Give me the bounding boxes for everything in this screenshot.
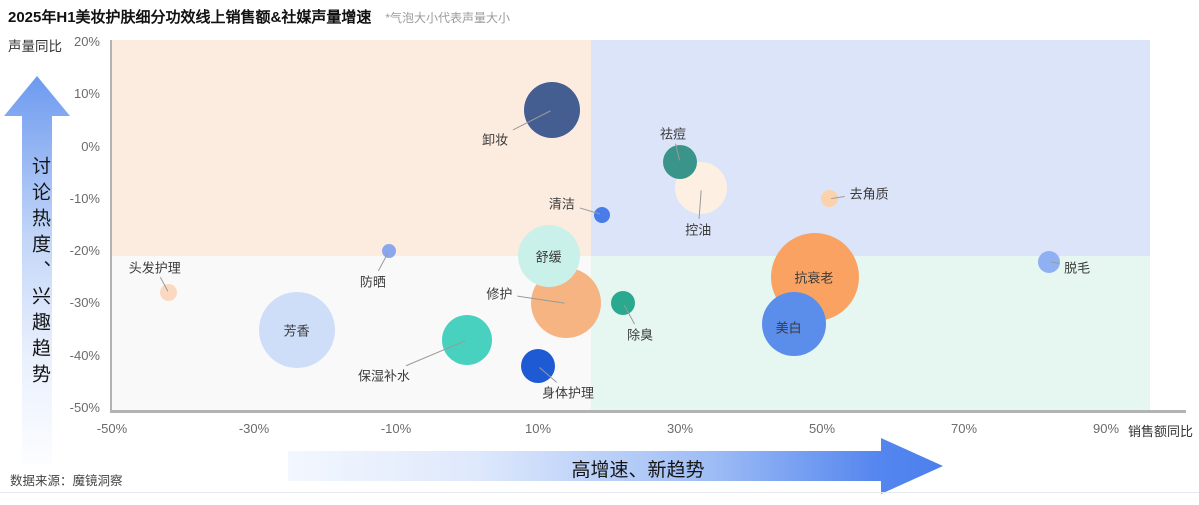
x-tick--30%: -30% bbox=[238, 421, 270, 436]
page-title: 2025年H1美妆护肤细分功效线上销售额&社媒声量增速 bbox=[8, 9, 372, 26]
bubble-hydration bbox=[442, 315, 492, 366]
bubble-hair-removal bbox=[1038, 250, 1061, 273]
y-tick--10%: -10% bbox=[69, 190, 100, 206]
bottom-arrow-label: 高增速、新趋势 bbox=[571, 460, 705, 481]
quadrant-bottom-left bbox=[111, 256, 592, 410]
x-tick-30%: 30% bbox=[666, 421, 694, 436]
bottom-divider bbox=[0, 492, 1199, 493]
y-axis-line bbox=[110, 40, 112, 411]
left-arrow-label: 讨论热度、兴趣趋势 bbox=[29, 156, 50, 390]
y-tick-0%: 0% bbox=[81, 138, 100, 154]
quadrant-top-left bbox=[111, 40, 592, 257]
bubble-sunscreen bbox=[381, 244, 396, 259]
x-axis-line bbox=[110, 410, 1186, 413]
y-tick--30%: -30% bbox=[69, 295, 100, 311]
bubble-whitening bbox=[761, 292, 826, 357]
bubble-fragrance bbox=[258, 291, 335, 368]
y-tick--40%: -40% bbox=[69, 347, 100, 363]
bubble-label-hair-care: 头发护理 bbox=[128, 260, 181, 276]
bubble-label-whitening: 美白 bbox=[775, 320, 802, 336]
x-tick-90%: 90% bbox=[1092, 421, 1120, 436]
bubble-label-exfoliation: 去角质 bbox=[849, 186, 889, 202]
bubble-label-anti-aging: 抗衰老 bbox=[794, 270, 834, 286]
quadrant-bottom-right bbox=[591, 256, 1150, 410]
bubble-label-body-care: 身体护理 bbox=[541, 385, 595, 401]
bubble-label-repair: 修护 bbox=[486, 286, 513, 302]
bubble-label-deodorant: 除臭 bbox=[627, 327, 654, 343]
x-tick-10%: 10% bbox=[524, 421, 552, 436]
bubble-label-hair-removal: 脱毛 bbox=[1064, 260, 1091, 276]
bubble-soothing bbox=[517, 225, 580, 288]
bubble-label-makeup-remover: 卸妆 bbox=[482, 132, 509, 148]
bubble-label-hydration: 保湿补水 bbox=[357, 368, 411, 384]
bubble-label-cleansing: 清洁 bbox=[548, 196, 575, 212]
bubble-exfoliation bbox=[820, 190, 838, 208]
bubble-label-soothing: 舒缓 bbox=[535, 249, 562, 265]
y-tick-10%: 10% bbox=[73, 86, 100, 102]
bubble-cleansing bbox=[593, 206, 610, 223]
title-row: 2025年H1美妆护肤细分功效线上销售额&社媒声量增速 *气泡大小代表声量大小 bbox=[8, 6, 510, 27]
data-source: 数据来源：魔镜洞察 bbox=[10, 474, 123, 488]
x-tick-70%: 70% bbox=[950, 421, 978, 436]
y-tick--20%: -20% bbox=[69, 243, 100, 259]
x-axis-title: 销售额同比 bbox=[1128, 424, 1194, 439]
bubble-size-note: *气泡大小代表声量大小 bbox=[385, 11, 511, 25]
bubble-label-acne: 祛痘 bbox=[659, 126, 687, 142]
bubble-acne bbox=[663, 145, 697, 180]
x-tick--10%: -10% bbox=[380, 421, 412, 436]
bubble-label-oil-control: 控油 bbox=[685, 222, 712, 238]
y-tick-20%: 20% bbox=[73, 34, 100, 49]
x-tick-50%: 50% bbox=[808, 421, 836, 436]
bubble-label-sunscreen: 防晒 bbox=[359, 274, 386, 290]
bubble-body-care bbox=[521, 349, 555, 384]
bubble-label-fragrance: 芳香 bbox=[283, 323, 310, 339]
y-tick--50%: -50% bbox=[69, 400, 100, 415]
y-axis-title: 声量同比 bbox=[8, 39, 62, 54]
bubble-makeup-remover bbox=[524, 81, 581, 138]
x-tick--50%: -50% bbox=[96, 421, 128, 436]
